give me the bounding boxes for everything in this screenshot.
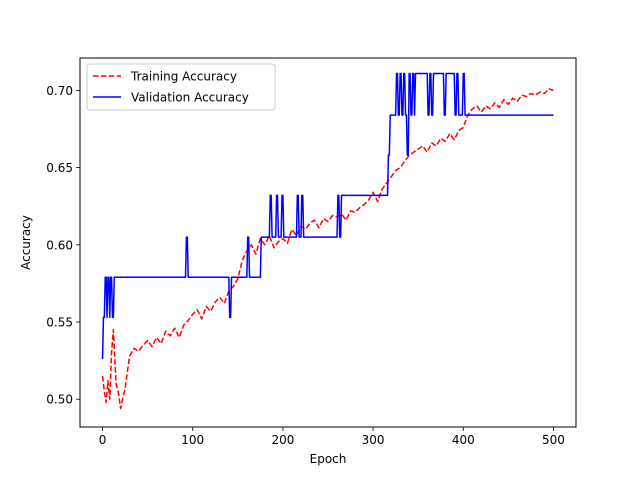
- x-axis-label: Epoch: [310, 452, 347, 466]
- y-tick-label: 0.55: [46, 316, 73, 330]
- validation-accuracy-line: [101, 72, 554, 360]
- x-tick-label: 0: [99, 433, 107, 447]
- x-tick-label: 100: [181, 433, 204, 447]
- y-tick-label: 0.65: [46, 161, 73, 175]
- x-axis: 0 100 200 300 400 500: [99, 427, 565, 447]
- x-tick-label: 200: [271, 433, 294, 447]
- y-axis: 0.50 0.55 0.60 0.65 0.70: [46, 84, 80, 407]
- training-accuracy-line: [101, 88, 554, 410]
- legend: Training Accuracy Validation Accuracy: [86, 63, 276, 111]
- y-tick-label: 0.70: [46, 84, 73, 98]
- y-tick-label: 0.60: [46, 238, 73, 252]
- y-axis-label: Accuracy: [19, 215, 33, 270]
- x-tick-label: 400: [452, 433, 475, 447]
- legend-label-validation: Validation Accuracy: [131, 91, 249, 105]
- legend-label-training: Training Accuracy: [130, 70, 237, 84]
- y-tick-label: 0.50: [46, 393, 73, 407]
- x-tick-label: 300: [362, 433, 385, 447]
- legend-box: [86, 63, 276, 111]
- plot-frame: [79, 57, 577, 428]
- x-tick-label: 500: [542, 433, 565, 447]
- series-layer: [101, 72, 554, 410]
